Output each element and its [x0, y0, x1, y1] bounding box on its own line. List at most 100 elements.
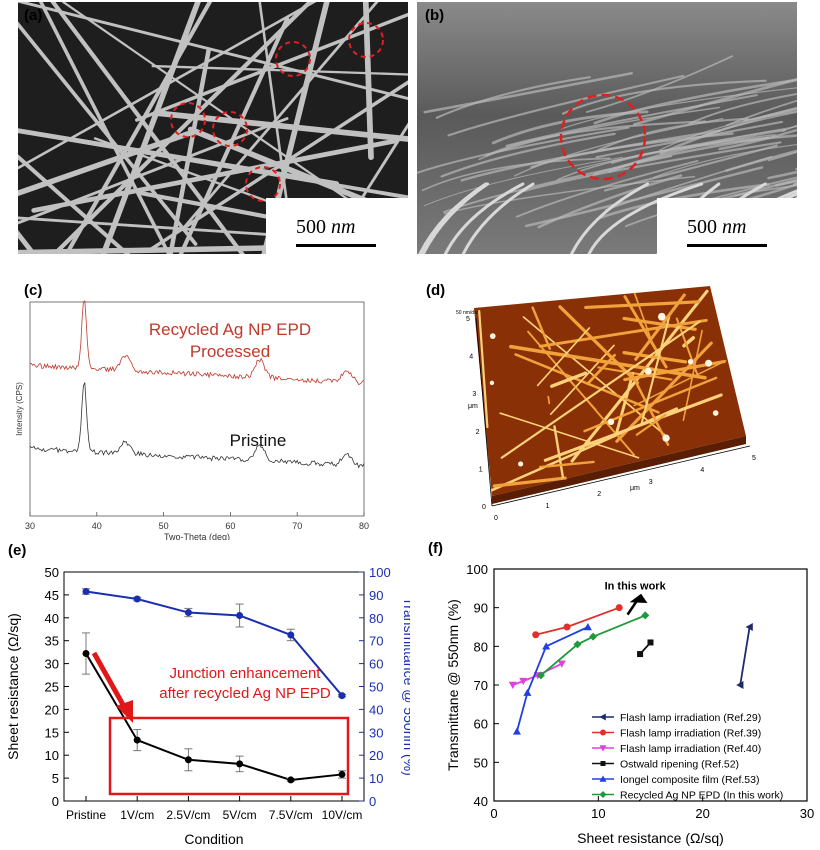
data-point	[745, 623, 753, 631]
data-point	[599, 713, 606, 721]
afm-nanowire	[500, 320, 701, 459]
panel-c: (c) 30 40 50 60 70 80 Two-Theta (deg) Intensity…	[0, 278, 400, 540]
afm-nanowire	[633, 360, 727, 407]
x-tick-label: 0	[490, 806, 497, 821]
afm-nanowire	[630, 372, 670, 446]
nanowire	[767, 170, 797, 180]
afm-y-tick-label: 0	[482, 504, 486, 511]
afm-particle	[644, 367, 652, 375]
afm-y-tick-label: 5	[466, 316, 470, 323]
nanowire	[767, 151, 797, 162]
highlight-circle-b	[559, 93, 647, 181]
afm-x-tick-label: 1	[546, 503, 550, 510]
nanowire	[50, 2, 245, 254]
afm-nanowire	[614, 371, 635, 437]
nanowire	[688, 92, 797, 125]
highlight-box	[108, 716, 350, 796]
data-point	[338, 692, 346, 700]
afm-nanowire	[640, 314, 671, 425]
afm-nanowire	[538, 318, 708, 348]
y2-tick-label: 100	[369, 565, 391, 580]
afm-nanowire	[583, 376, 718, 433]
afm-y-tick-label: 3	[472, 391, 476, 398]
annotation-text: Junction enhancement	[170, 665, 322, 682]
afm-x-tick-label: 3	[649, 479, 653, 486]
panel-e: (e) 0 5 10 15 20 25 30 35 40 45 50 0 10 20 30 40 50 60 70 8…	[0, 540, 410, 850]
x-tick-label: 60	[225, 521, 235, 531]
data-point	[599, 775, 607, 782]
annotation-text: after recycled Ag NP EPD	[159, 685, 331, 702]
x-tick-label: 1V/cm	[120, 808, 154, 822]
y-tick-label: 20	[45, 702, 59, 717]
data-point	[133, 736, 141, 744]
afm-nanowire	[622, 350, 688, 364]
nanowire	[460, 129, 721, 182]
data-point	[736, 681, 744, 689]
y-tick-label: 80	[474, 639, 488, 654]
y-tick-label: 30	[45, 657, 59, 672]
annotation-arrow	[91, 651, 129, 712]
data-point	[557, 660, 566, 668]
plot-frame	[29, 301, 365, 517]
series-line	[540, 614, 646, 677]
legend-label: Flash lamp irradiation (Ref.29)	[620, 712, 761, 724]
afm-wires	[478, 289, 727, 492]
series-label: Processed	[190, 342, 270, 361]
afm-nanowire	[558, 305, 640, 385]
x-tick-label: Pristine	[66, 808, 106, 822]
data-point	[583, 623, 592, 631]
series-line	[85, 590, 343, 697]
afm-nanowire	[550, 371, 588, 388]
nanowire	[258, 2, 295, 252]
series-line	[512, 662, 563, 686]
afm-z-scale-label: 50 nm/div	[456, 310, 478, 316]
series-line	[85, 653, 343, 781]
series-line	[739, 626, 751, 686]
afm-nanowire	[586, 353, 616, 386]
afm-particle	[662, 434, 670, 442]
x-tick-label: 50	[159, 521, 169, 531]
data-point	[573, 640, 582, 649]
highlight-circle	[245, 166, 281, 202]
y2-tick-label: 90	[369, 588, 383, 603]
afm-nanowire	[478, 309, 489, 429]
nanowire	[152, 110, 408, 142]
data-point	[519, 677, 528, 686]
afm-y-tick-label: 4	[469, 354, 473, 361]
x-tick-label: 20	[695, 806, 709, 821]
afm-y-tick-label: 2	[476, 429, 480, 436]
nanowire	[523, 141, 782, 193]
xrd-chart: 30 40 50 60 70 80 Two-Theta (deg) Intensity (CP…	[15, 300, 369, 540]
y2-tick-label: 20	[369, 748, 383, 763]
x-axis-label: Condition	[184, 831, 243, 847]
nanowire	[362, 2, 374, 161]
y-tick-label: 25	[45, 680, 59, 695]
panel-a: (a) 500 nm	[18, 2, 408, 254]
y-axis-label: Sheet resistance (Ω/sq)	[5, 613, 21, 760]
y-tick-label: 100	[466, 562, 488, 577]
nanowire	[608, 128, 786, 173]
data-point	[512, 727, 521, 735]
annotation-arrowhead	[116, 700, 133, 723]
afm-surface	[474, 286, 746, 496]
annotation-text: In this work	[605, 580, 667, 592]
data-point	[287, 631, 295, 639]
x-tick-label: 30	[25, 521, 35, 531]
nanowire	[587, 182, 704, 254]
x-tick-label: 70	[292, 521, 302, 531]
nanowire	[570, 182, 650, 254]
nanowire	[18, 230, 37, 254]
x-tick-label: 10V/cm	[322, 808, 363, 822]
y-tick-label: 5	[52, 771, 59, 786]
afm-nanowire	[543, 393, 723, 462]
data-point	[615, 604, 623, 612]
nanowire	[423, 71, 633, 114]
scale-label-b: 500 nm	[687, 216, 747, 238]
scale-bar-b	[687, 244, 767, 247]
x-tick-label: 2.5V/cm	[166, 808, 210, 822]
highlight-circle	[275, 41, 311, 77]
scale-box-b: 500 nm	[657, 198, 797, 254]
y-axis-label: Transmittane @ 550nm (%)	[445, 599, 461, 771]
x-tick-label: 5V/cm	[223, 808, 257, 822]
y-tick-label: 35	[45, 634, 59, 649]
